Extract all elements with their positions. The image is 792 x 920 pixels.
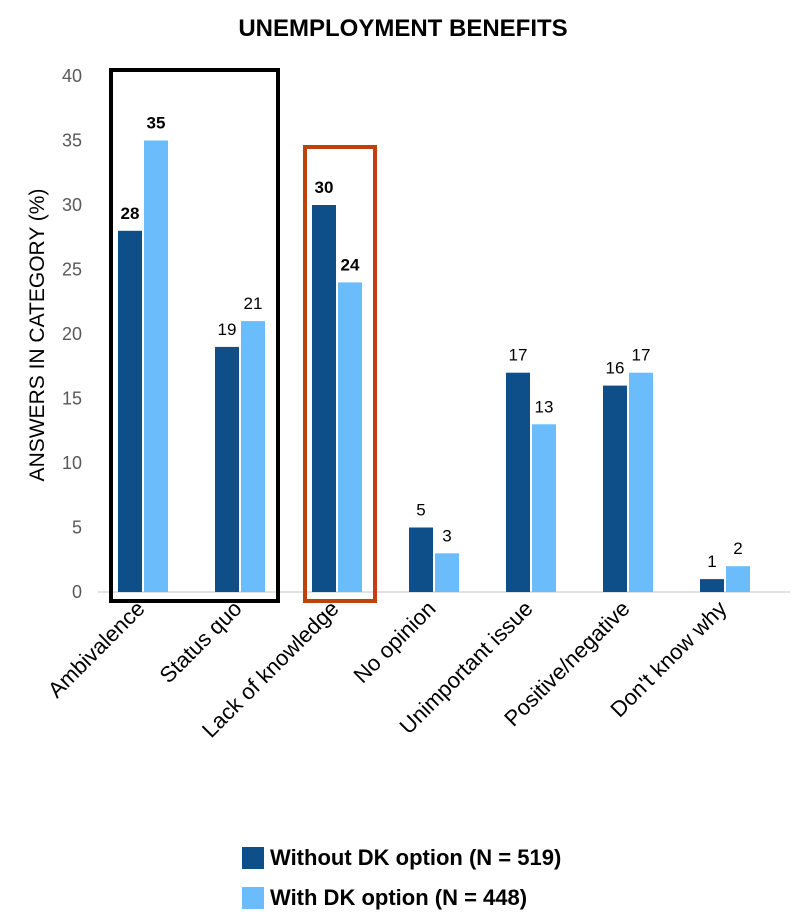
data-label: 17 bbox=[509, 346, 528, 365]
bar bbox=[700, 579, 724, 592]
data-label: 21 bbox=[244, 294, 263, 313]
category-label: No opinion bbox=[348, 596, 440, 688]
y-tick-label: 0 bbox=[72, 582, 82, 602]
legend-item-with-dk: With DK option (N = 448) bbox=[242, 878, 561, 918]
data-label: 13 bbox=[535, 397, 554, 416]
bars bbox=[118, 140, 750, 593]
y-tick-label: 5 bbox=[72, 518, 82, 538]
bar bbox=[603, 385, 627, 592]
chart-title: UNEMPLOYMENT BENEFITS bbox=[238, 15, 567, 42]
bar bbox=[215, 346, 239, 592]
data-label: 3 bbox=[442, 526, 451, 545]
bar bbox=[312, 205, 336, 592]
data-label: 28 bbox=[121, 204, 140, 223]
bar bbox=[409, 527, 433, 592]
highlight-box bbox=[303, 145, 377, 603]
bar bbox=[118, 230, 142, 593]
bar bbox=[506, 372, 530, 592]
data-label: 19 bbox=[218, 320, 237, 339]
bar bbox=[144, 140, 168, 592]
highlight-box bbox=[109, 68, 280, 603]
highlight-boxes bbox=[109, 68, 377, 603]
bar bbox=[532, 424, 556, 592]
legend-label-with-dk: With DK option (N = 448) bbox=[270, 885, 528, 910]
bar bbox=[338, 282, 362, 592]
bar bbox=[726, 566, 750, 592]
y-tick-label: 15 bbox=[62, 389, 82, 409]
data-label: 35 bbox=[147, 114, 166, 133]
y-tick-label: 35 bbox=[62, 131, 82, 151]
y-tick-label: 20 bbox=[62, 324, 82, 344]
data-label: 17 bbox=[632, 346, 651, 365]
data-label: 16 bbox=[606, 359, 625, 378]
data-label: 2 bbox=[733, 539, 742, 558]
y-axis-label: ANSWERS IN CATEGORY (%) bbox=[26, 189, 49, 482]
y-tick-label: 25 bbox=[62, 260, 82, 280]
bar bbox=[435, 553, 459, 592]
category-label: Ambivalence bbox=[43, 596, 150, 703]
bar bbox=[241, 321, 265, 592]
legend-label-without-dk: Without DK option (N = 519) bbox=[270, 845, 562, 870]
legend-swatch-without-dk bbox=[242, 847, 264, 869]
category-label: Status quo bbox=[154, 596, 246, 688]
y-axis-ticks: 0 5 10 15 20 25 30 35 40 bbox=[62, 66, 82, 602]
y-tick-label: 30 bbox=[62, 195, 82, 215]
legend-swatch-with-dk bbox=[242, 887, 264, 909]
data-labels: 28 35 19 21 30 24 53 17 13 16 17 12 bbox=[121, 114, 743, 572]
bar bbox=[629, 372, 653, 592]
data-label: 1 bbox=[707, 552, 716, 571]
legend: Without DK option (N = 519) With DK opti… bbox=[242, 838, 561, 918]
data-label: 30 bbox=[315, 178, 334, 197]
y-tick-label: 10 bbox=[62, 453, 82, 473]
legend-item-without-dk: Without DK option (N = 519) bbox=[242, 838, 561, 878]
y-tick-label: 40 bbox=[62, 66, 82, 86]
data-label: 24 bbox=[341, 255, 360, 274]
data-label: 5 bbox=[416, 501, 425, 520]
